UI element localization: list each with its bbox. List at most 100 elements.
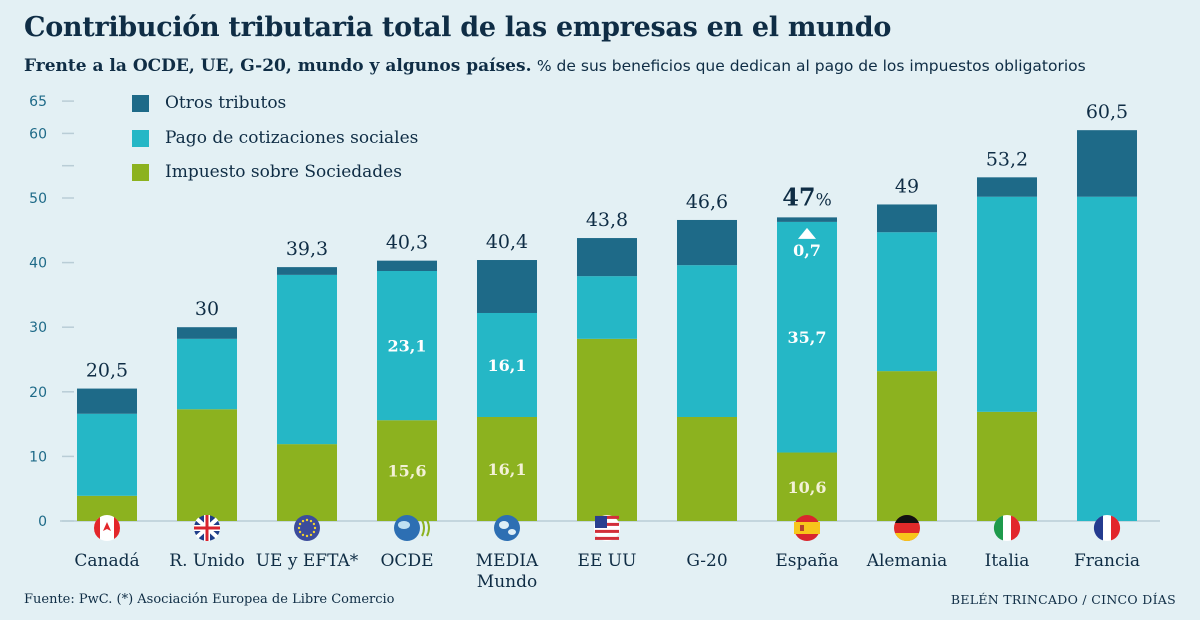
bar-segment-otros xyxy=(477,260,537,313)
y-tick-label: 40 xyxy=(29,256,47,272)
segment-label: 16,1 xyxy=(488,460,527,479)
y-tick-label: 60 xyxy=(29,126,47,142)
bar-segment-otros xyxy=(577,238,637,277)
flag-eu-icon-part xyxy=(301,519,305,523)
credit: BELÉN TRINCADO / CINCO DÍAS xyxy=(950,592,1176,607)
legend-label: Pago de cotizaciones sociales xyxy=(165,128,419,148)
category-label: EE UU xyxy=(578,551,637,571)
bar-segment-cotizaciones xyxy=(277,274,337,445)
flag-uk-icon-part xyxy=(194,515,220,541)
category-label: Mundo xyxy=(477,572,537,592)
bar-segment-sociedades xyxy=(577,338,637,521)
bar-segment-sociedades xyxy=(777,452,837,521)
category-label: G-20 xyxy=(686,551,727,571)
oecd-logo-icon-part xyxy=(421,519,430,537)
flag-eu-icon-part xyxy=(313,526,317,530)
y-tick-label: 0 xyxy=(38,514,47,530)
flag-eu-icon-part xyxy=(309,519,313,523)
bar-segment-sociedades xyxy=(377,420,437,521)
bar-segment-otros xyxy=(377,260,437,271)
bar-segment-otros xyxy=(977,177,1037,197)
flag-germany-icon-part xyxy=(895,533,919,541)
legend-item-sociedades: Impuesto sobre Sociedades xyxy=(132,162,402,182)
legend-swatch xyxy=(132,94,149,112)
category-label: OCDE xyxy=(381,551,434,571)
bar-segment-cotizaciones xyxy=(877,232,937,372)
bar-segment-sociedades xyxy=(177,409,237,521)
legend-swatch xyxy=(132,129,149,147)
flag-eu-icon-part xyxy=(298,522,302,526)
category-label: Francia xyxy=(1074,551,1140,571)
globe-icon-part xyxy=(508,529,516,535)
flag-eu-icon-part xyxy=(301,533,305,537)
total-label: 53,2 xyxy=(986,148,1028,170)
total-label: 43,8 xyxy=(586,209,628,231)
segment-label: 10,6 xyxy=(788,478,827,497)
segment-label: 16,1 xyxy=(488,356,527,375)
flag-canada-icon-part xyxy=(114,517,121,539)
up-arrow-icon xyxy=(798,227,816,239)
percent-suffix: % xyxy=(816,190,832,210)
subtitle-bold: Frente a la OCDE, UE, G-20, mundo y algu… xyxy=(24,56,532,76)
bar-segment-cotizaciones xyxy=(377,270,437,421)
y-tick-label: 10 xyxy=(29,449,47,465)
bar-segment-sociedades xyxy=(277,444,337,521)
flag-italy-icon-part xyxy=(993,515,1003,541)
category-label: R. Unido xyxy=(169,551,244,571)
bar-segment-cotizaciones xyxy=(777,221,837,453)
flag-spain-icon-part xyxy=(800,525,804,531)
legend-label: Otros tributos xyxy=(165,93,287,113)
bar-segment-cotizaciones xyxy=(177,338,237,410)
flag-eu-icon-part xyxy=(312,522,316,526)
bar-segment-cotizaciones xyxy=(577,276,637,339)
y-tick-label: 30 xyxy=(29,320,47,336)
flag-eu-icon-part xyxy=(305,518,309,522)
total-label: 60,5 xyxy=(1086,101,1128,123)
category-label: Italia xyxy=(985,551,1030,571)
flag-eu-icon-part xyxy=(312,530,316,534)
bar-segment-otros xyxy=(677,219,737,266)
bar-segment-otros xyxy=(277,267,337,275)
flag-eu-icon-part xyxy=(309,533,313,537)
total-label: 30 xyxy=(195,298,219,320)
total-label: 39,3 xyxy=(286,238,328,260)
total-label: 49 xyxy=(895,175,919,197)
flag-canada-icon-part xyxy=(93,517,100,539)
y-tick-label: 65 xyxy=(29,94,47,110)
flag-italy-icon-part xyxy=(1011,515,1021,541)
flag-usa-icon-part xyxy=(595,536,619,540)
flag-canada-icon-part xyxy=(103,522,111,531)
chart-subtitle: Frente a la OCDE, UE, G-20, mundo y algu… xyxy=(24,56,1086,76)
legend-swatch xyxy=(132,163,149,181)
flag-eu-icon-part xyxy=(298,530,302,534)
bar-segment-cotizaciones xyxy=(1077,196,1137,521)
bar-segment-cotizaciones xyxy=(677,265,737,417)
category-label: MEDIA xyxy=(476,551,539,571)
bar-segment-cotizaciones xyxy=(977,196,1037,412)
segment-label: 35,7 xyxy=(788,328,827,347)
flag-france-icon-part xyxy=(1111,515,1121,541)
segment-label: 15,6 xyxy=(388,462,427,481)
subtitle-rest: % de sus beneficios que dedican al pago … xyxy=(536,57,1086,75)
bar-segment-sociedades xyxy=(877,371,937,521)
flag-germany-icon-part xyxy=(895,515,919,523)
flag-france-icon-part xyxy=(1093,515,1103,541)
oecd-logo-icon-part xyxy=(398,521,410,529)
segment-label: 23,1 xyxy=(388,337,427,356)
flag-spain-icon-part xyxy=(794,522,820,534)
total-label: 47% xyxy=(782,182,832,211)
category-label: Canadá xyxy=(74,551,139,571)
bar-segment-otros xyxy=(877,204,937,233)
bar-segment-otros xyxy=(777,217,837,222)
y-tick-label: 20 xyxy=(29,385,47,401)
total-label: 46,6 xyxy=(686,191,728,213)
flag-usa-icon-part xyxy=(595,516,607,528)
total-label: 20,5 xyxy=(86,360,128,382)
legend-item-otros: Otros tributos xyxy=(132,93,286,113)
bar-segment-sociedades xyxy=(677,416,737,521)
category-label: UE y EFTA* xyxy=(256,551,359,571)
category-label: Alemania xyxy=(866,551,948,571)
flag-eu-icon-part xyxy=(297,526,301,530)
chart-title: Contribución tributaria total de las emp… xyxy=(24,12,892,43)
